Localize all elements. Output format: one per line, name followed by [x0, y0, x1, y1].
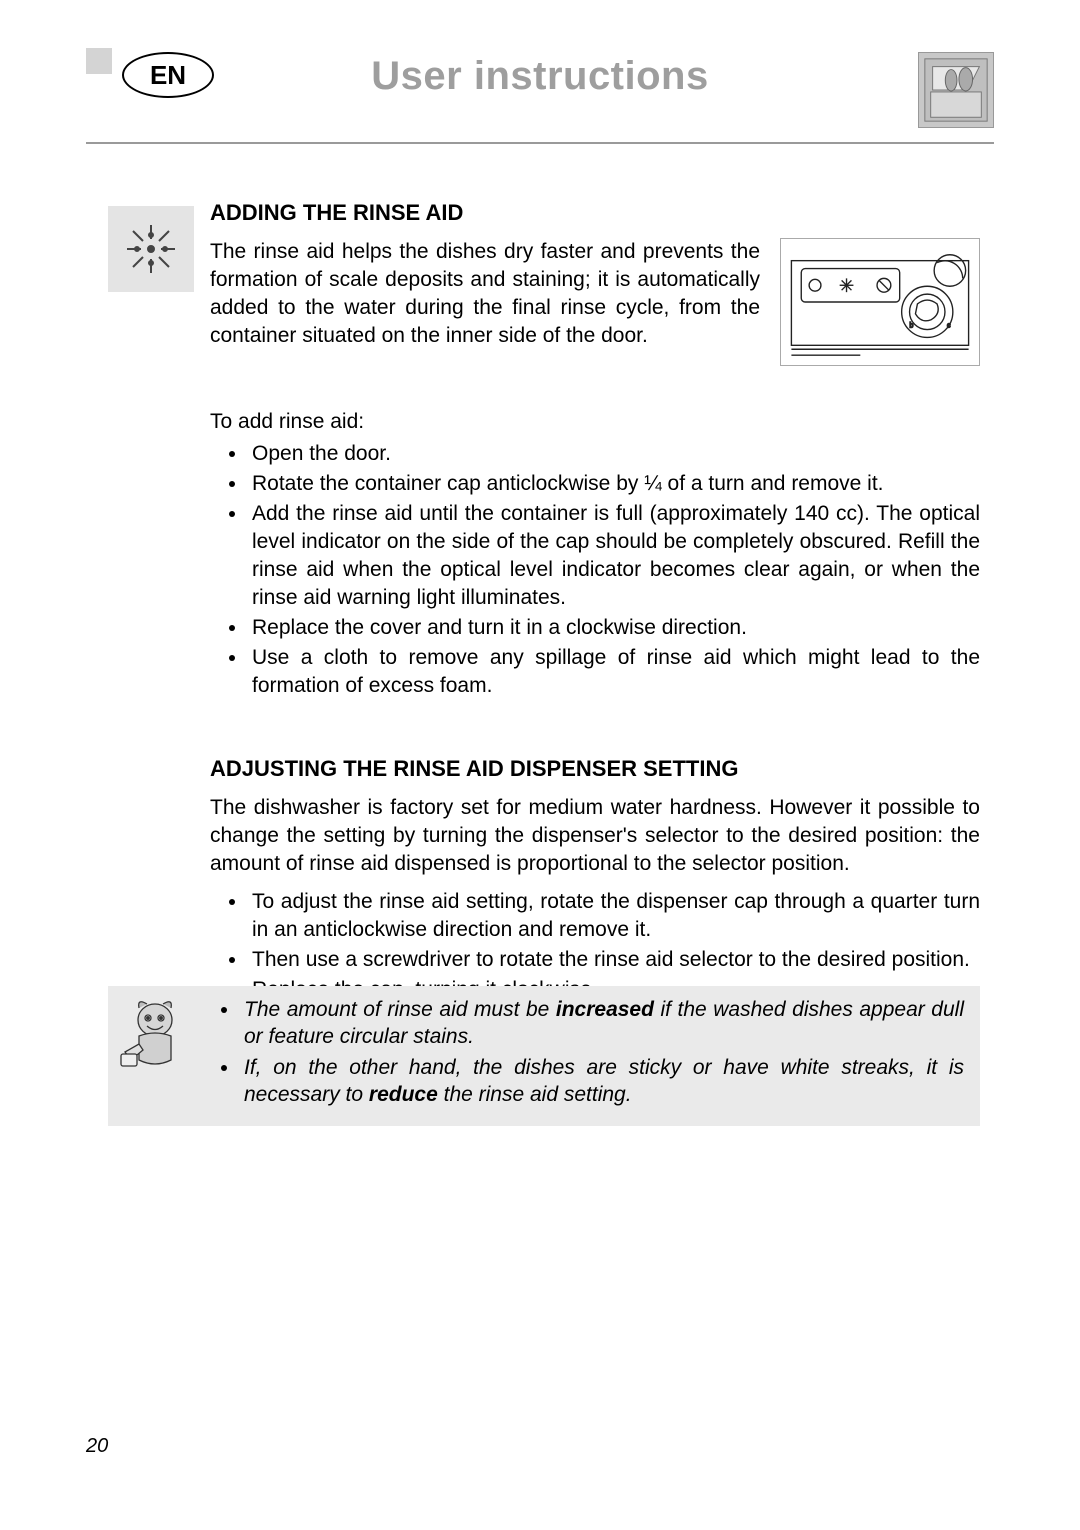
section-heading-dispenser-setting: ADJUSTING THE RINSE AID DISPENSER SETTIN…: [210, 756, 980, 782]
tip-item: The amount of rinse aid must be increase…: [240, 996, 964, 1050]
list-item: Rotate the container cap anticlockwise b…: [248, 470, 980, 498]
list-item: Then use a screwdriver to rotate the rin…: [248, 946, 980, 974]
dispenser-diagram: b c: [780, 238, 980, 366]
tip-item: If, on the other hand, the dishes are st…: [240, 1054, 964, 1108]
tips-callout: The amount of rinse aid must be increase…: [108, 986, 980, 1126]
page-title: User instructions: [86, 54, 994, 99]
document-dishwasher-icon: [918, 52, 994, 128]
tips-content: The amount of rinse aid must be increase…: [198, 996, 980, 1112]
sparkle-icon: [108, 206, 194, 292]
mascot-icon: [108, 996, 198, 1074]
dispenser-setting-intro: The dishwasher is factory set for medium…: [210, 794, 980, 878]
rinse-aid-steps-list: Open the door. Rotate the container cap …: [218, 440, 980, 700]
list-item: Add the rinse aid until the container is…: [248, 500, 980, 612]
section-heading-rinse-aid: ADDING THE RINSE AID: [210, 200, 980, 226]
list-item: Open the door.: [248, 440, 980, 468]
tip-bold: increased: [556, 998, 654, 1021]
svg-text:b: b: [910, 323, 914, 330]
svg-text:c: c: [947, 323, 951, 330]
list-item: To adjust the rinse aid setting, rotate …: [248, 888, 980, 944]
list-item: Replace the cover and turn it in a clock…: [248, 614, 980, 642]
rinse-aid-intro-block: The rinse aid helps the dishes dry faste…: [210, 238, 980, 388]
dispenser-setting-section: ADJUSTING THE RINSE AID DISPENSER SETTIN…: [210, 756, 980, 1004]
body-column: ADDING THE RINSE AID The rinse aid helps…: [210, 200, 980, 1006]
tip-text: The amount of rinse aid must be: [244, 998, 556, 1021]
tip-text: the rinse aid setting.: [438, 1083, 632, 1106]
rinse-aid-lead-in: To add rinse aid:: [210, 410, 980, 434]
list-item: Use a cloth to remove any spillage of ri…: [248, 644, 980, 700]
header-divider: [86, 142, 994, 144]
page: EN User instructions: [0, 0, 1080, 1530]
page-number: 20: [86, 1435, 108, 1458]
tip-bold: reduce: [369, 1083, 438, 1106]
